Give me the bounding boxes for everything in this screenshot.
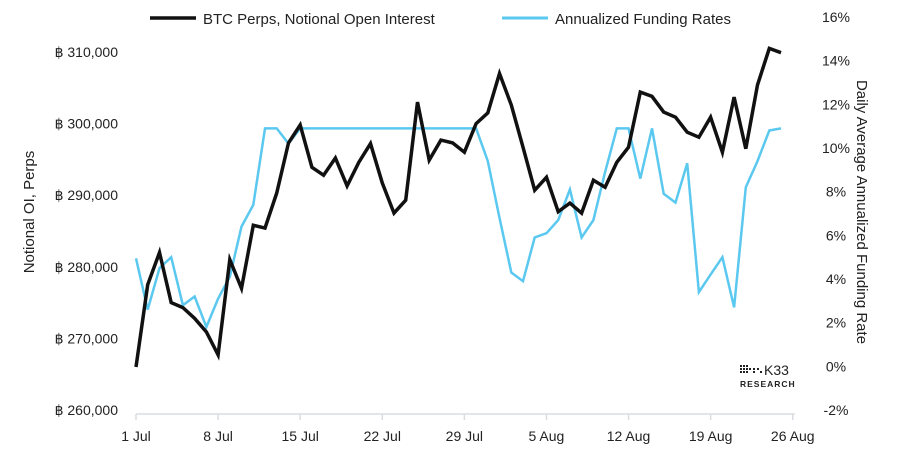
- right-tick-label: 10%: [822, 140, 850, 156]
- legend-label-oi: BTC Perps, Notional Open Interest: [203, 11, 436, 28]
- x-tick-label: 29 Jul: [446, 428, 483, 444]
- right-tick-label: 2%: [826, 315, 846, 331]
- x-tick-label: 26 Aug: [771, 428, 815, 444]
- x-tick-label: 8 Jul: [203, 428, 233, 444]
- x-tick-label: 19 Aug: [689, 428, 733, 444]
- right-tick-label: 6%: [826, 227, 846, 243]
- right-tick-label: 4%: [826, 271, 846, 287]
- k33-research-logo: K33 RESEARCH: [740, 362, 796, 389]
- right-tick-label: 12%: [822, 96, 850, 112]
- series-line-open-interest: [136, 48, 781, 367]
- x-tick-label: 12 Aug: [607, 428, 651, 444]
- right-tick-label: 8%: [826, 184, 846, 200]
- right-tick-label: 14%: [822, 53, 850, 69]
- left-tick-label: ฿ 260,000: [55, 402, 119, 418]
- x-tick-label: 1 Jul: [121, 428, 151, 444]
- left-tick-label: ฿ 310,000: [55, 44, 119, 60]
- right-tick-label: 0%: [826, 358, 846, 374]
- right-tick-label: -2%: [824, 402, 849, 418]
- x-tick-label: 5 Aug: [529, 428, 565, 444]
- left-tick-label: ฿ 300,000: [55, 116, 119, 132]
- left-axis-title: Notional OI, Perps: [21, 151, 38, 274]
- right-axis-title: Daily Average Annualized Funding Rate: [853, 80, 870, 344]
- right-tick-label: 16%: [822, 9, 850, 25]
- left-tick-label: ฿ 290,000: [55, 187, 119, 203]
- legend-label-funding: Annualized Funding Rates: [555, 11, 731, 28]
- x-tick-label: 15 Jul: [282, 428, 319, 444]
- left-tick-label: ฿ 280,000: [55, 259, 119, 275]
- series-line-funding-rate: [136, 128, 781, 327]
- logo-sub: RESEARCH: [740, 379, 796, 389]
- x-tick-label: 22 Jul: [364, 428, 401, 444]
- logo-brand: K33: [764, 362, 789, 378]
- legend: BTC Perps, Notional Open Interest Annual…: [150, 11, 731, 28]
- left-tick-label: ฿ 270,000: [55, 330, 119, 346]
